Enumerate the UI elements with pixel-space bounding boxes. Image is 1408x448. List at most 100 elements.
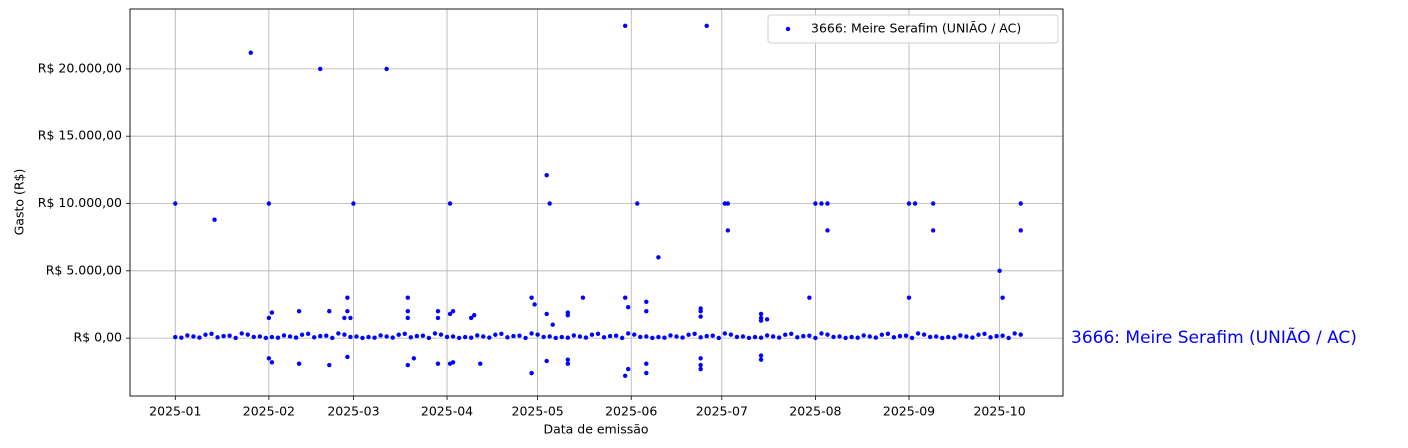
- scatter-point: [746, 335, 752, 341]
- scatter-point: [903, 333, 909, 338]
- scatter-point: [752, 334, 758, 340]
- scatter-point: [360, 335, 365, 341]
- scatter-point: [342, 332, 347, 337]
- scatter-point: [197, 335, 202, 340]
- scatter-point: [758, 318, 764, 323]
- scatter-point: [505, 335, 510, 340]
- scatter-point: [626, 366, 631, 372]
- scatter-point: [402, 331, 407, 337]
- scatter-point: [879, 332, 885, 337]
- scatter-point: [517, 333, 522, 338]
- y-tick-label: R$ 10.000,00: [38, 195, 122, 210]
- scatter-point: [589, 332, 595, 337]
- x-tick-label: 2025-03: [327, 404, 379, 419]
- y-tick-label: R$ 15.000,00: [38, 128, 122, 143]
- scatter-point: [330, 335, 335, 341]
- scatter-point: [565, 335, 571, 340]
- legend-marker: [785, 26, 791, 32]
- scatter-point: [269, 310, 275, 315]
- scatter-point: [565, 313, 571, 318]
- scatter-point: [281, 333, 287, 338]
- scatter-point: [644, 308, 649, 314]
- scatter-point: [728, 332, 734, 337]
- scatter-point: [770, 334, 776, 339]
- scatter-point: [405, 315, 410, 321]
- scatter-point: [825, 228, 830, 233]
- scatter-point: [716, 335, 721, 341]
- scatter-point: [215, 335, 220, 340]
- scatter-point: [179, 335, 184, 340]
- scatter-point: [795, 335, 800, 340]
- scatter-point: [622, 295, 628, 300]
- scatter-point: [849, 334, 854, 340]
- scatter-point: [698, 366, 703, 372]
- scatter-point: [626, 331, 631, 336]
- scatter-point: [710, 333, 715, 338]
- scatter-point: [644, 370, 649, 376]
- scatter-point: [764, 333, 770, 338]
- scatter-point: [245, 332, 250, 337]
- scatter-point: [704, 23, 709, 29]
- y-tick-label: R$ 0,00: [74, 330, 122, 345]
- scatter-point: [191, 334, 196, 339]
- scatter-point: [266, 201, 272, 206]
- scatter-point: [257, 334, 263, 339]
- scatter-point: [221, 333, 226, 339]
- scatter-point: [1018, 201, 1023, 206]
- scatter-point: [173, 201, 178, 206]
- scatter-point: [988, 335, 993, 340]
- scatter-point: [873, 335, 878, 340]
- scatter-point: [933, 334, 939, 339]
- scatter-point: [644, 361, 649, 366]
- scatter-point: [915, 331, 921, 336]
- scatter-point: [266, 356, 272, 361]
- scatter-point: [927, 334, 933, 340]
- scatter-point: [906, 295, 912, 300]
- y-tick-label: R$ 20.000,00: [38, 60, 122, 75]
- scatter-point: [348, 334, 353, 340]
- scatter-point: [725, 228, 731, 233]
- scatter-point: [698, 314, 703, 319]
- scatter-point: [921, 332, 927, 337]
- scatter-point: [698, 308, 703, 314]
- scatter-point: [819, 331, 824, 336]
- x-axis-label: Data de emissão: [543, 422, 648, 437]
- scatter-point: [595, 331, 601, 337]
- scatter-point: [318, 333, 323, 339]
- scatter-point: [698, 356, 703, 361]
- scatter-point: [952, 335, 957, 340]
- scatter-point: [553, 335, 558, 341]
- scatter-point: [1012, 331, 1017, 336]
- scatter-point: [698, 335, 703, 340]
- scatter-point: [426, 335, 432, 341]
- scatter-point: [305, 331, 311, 337]
- x-tick-label: 2025-10: [973, 404, 1025, 419]
- scatter-point: [801, 333, 806, 339]
- scatter-point: [475, 333, 480, 338]
- scatter-point: [1000, 333, 1005, 338]
- scatter-point: [912, 201, 918, 206]
- scatter-point: [396, 332, 401, 337]
- scatter-point: [547, 201, 552, 206]
- scatter-point: [296, 361, 302, 366]
- scatter-point: [432, 331, 438, 336]
- scatter-point: [565, 361, 571, 366]
- scatter-point: [740, 334, 746, 339]
- scatter-point: [435, 308, 441, 314]
- scatter-point: [764, 317, 770, 322]
- scatter-point: [626, 304, 631, 310]
- scatter-point: [758, 335, 764, 340]
- scatter-point: [906, 201, 912, 206]
- scatter-point: [946, 334, 951, 340]
- scatter-point: [1018, 332, 1023, 337]
- scatter-point: [345, 354, 350, 360]
- scatter-point: [487, 335, 492, 340]
- scatter-point: [656, 255, 661, 260]
- scatter-point: [372, 335, 377, 340]
- scatter-point: [807, 295, 812, 300]
- scatter-point: [789, 331, 794, 337]
- scatter-point: [296, 308, 302, 314]
- scatter-point: [324, 333, 329, 338]
- scatter-point: [438, 332, 444, 337]
